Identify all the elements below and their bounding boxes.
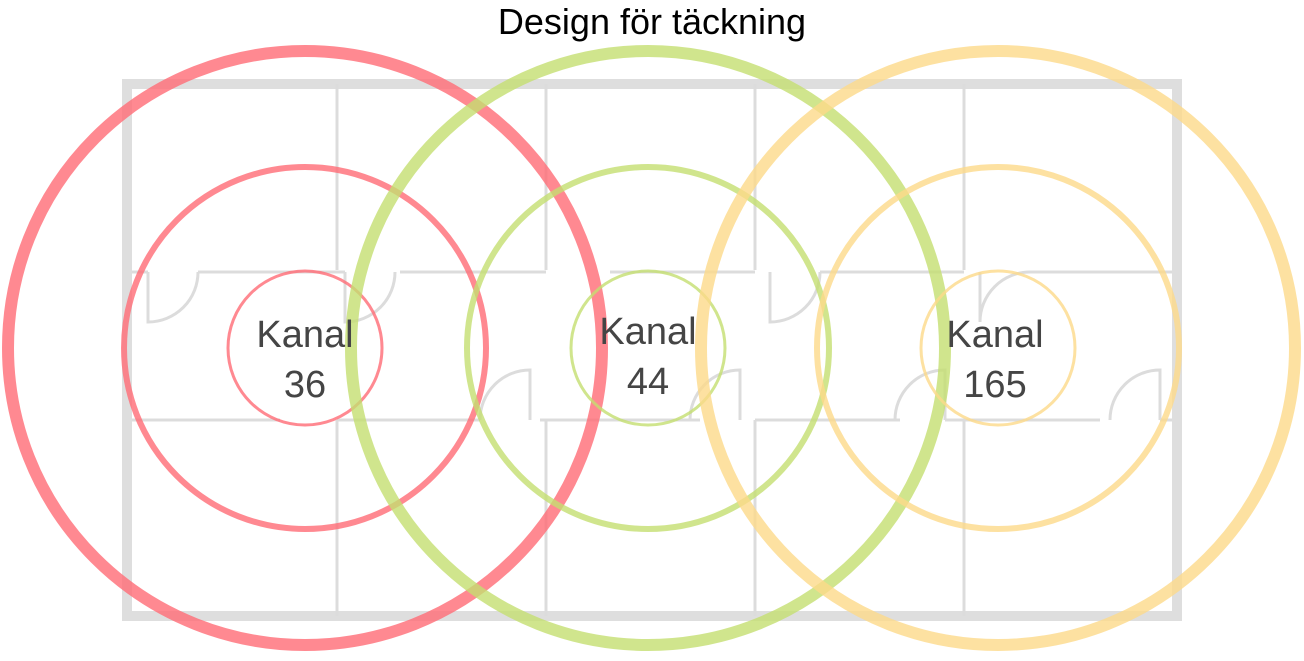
ap-channel: 36 [284, 364, 326, 406]
ap-channel: 165 [963, 364, 1026, 406]
ap-label: Kanal [946, 314, 1043, 356]
ap-channel: 44 [627, 361, 669, 403]
title: Design för täckning [498, 1, 806, 42]
coverage-green [345, 45, 951, 651]
ap-label: Kanal [599, 311, 696, 353]
ap-label: Kanal [256, 314, 353, 356]
coverage-red [2, 45, 608, 651]
coverage-yellow [695, 45, 1301, 651]
